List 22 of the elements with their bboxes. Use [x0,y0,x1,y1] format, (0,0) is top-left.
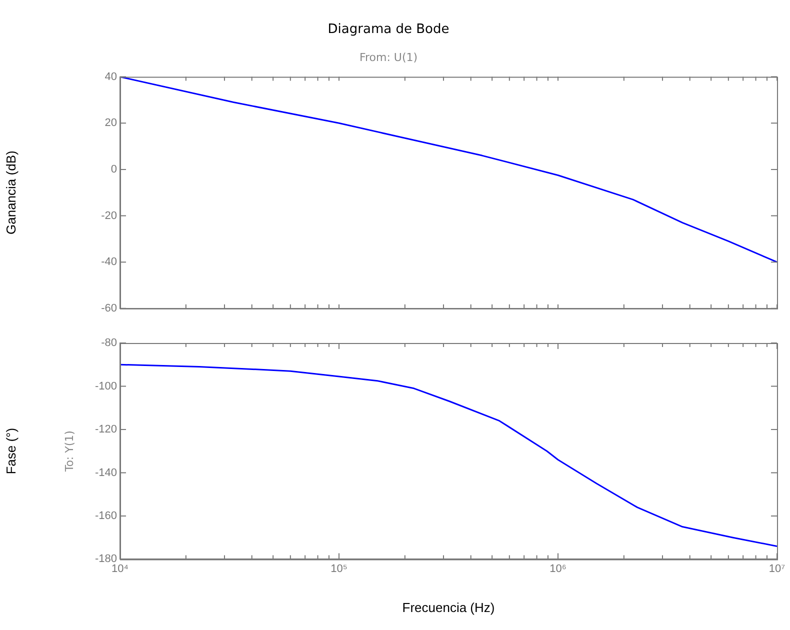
x-tick-label: 10⁶ [550,562,566,575]
chart-subtitle: From: U(1) [359,51,418,64]
y-tick-label: -60 [101,302,117,314]
y-tick-label: -140 [94,466,117,479]
x-tick-label: 10⁵ [330,562,348,575]
y-tick-label: -120 [94,424,117,436]
chart-title: Diagrama de Bode [328,22,450,38]
y-tick-label: -80 [101,337,117,350]
y-tick-label: -160 [94,510,117,522]
y-tick-label: -40 [101,256,117,268]
y-tick-label: 20 [104,117,117,130]
y-tick-label: 0 [110,163,117,176]
x-tick-label: 10⁴ [112,562,129,575]
x-tick-label: 10⁷ [768,562,786,575]
y-tick-label: -20 [101,210,117,222]
y-tick-label: -180 [94,553,117,566]
y-tick-label: -100 [94,380,117,392]
y-tick-label: 40 [104,70,117,83]
y-axis-title: Fase (°) [3,428,18,474]
x-axis-title: Frecuencia (Hz) [402,600,495,615]
text: To: Y(1) [62,430,76,473]
y-axis-title: Ganancia (dB) [3,150,18,235]
